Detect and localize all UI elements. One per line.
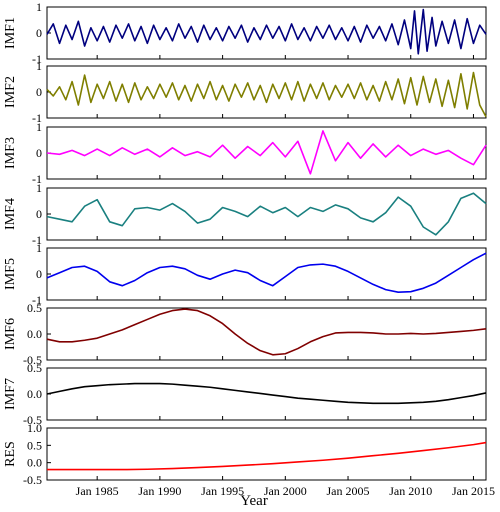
y-tick-label: 1.0 [27,421,42,435]
y-tick-label: 0 [36,85,42,99]
series-label: IMF7 [3,378,18,410]
y-tick-label: -1 [32,172,42,186]
panel-imf3: 1 0 -1 IMF3 [3,120,487,186]
panel-imf5: 1 0 -1 IMF5 [3,241,487,307]
panel-frame [46,427,487,481]
y-tick-label: 1 [36,241,42,255]
y-tick-label: 1 [36,120,42,134]
x-axis: Jan 1985 Jan 1990 Jan 1995 Jan 2000 Jan 2005… [76,484,495,498]
x-tick-label: Jan 2000 [264,484,307,498]
y-tick-label: 0.5 [27,301,42,315]
y-tick-label: 0 [36,26,42,40]
panel-imf4: 1 0 -1 IMF4 [3,181,487,247]
series-label: IMF5 [3,258,18,290]
x-tick-label: Jan 2015 [452,484,495,498]
y-tick-label: 0.0 [27,327,42,341]
y-tick-label: 0.0 [27,456,42,470]
panel-frame [46,187,487,241]
series-line-imf7 [46,382,487,405]
series-label: IMF3 [3,137,18,169]
panel-imf6: 0.5 0.0 -0.5 IMF6 [3,301,487,367]
y-tick-label: 1 [36,181,42,195]
y-tick-label: 1 [36,0,42,14]
panel-frame [46,247,487,301]
x-tick-label: Jan 1990 [138,484,181,498]
x-tick-label: Jan 1995 [201,484,244,498]
y-tick-label: -0.5 [23,413,42,427]
y-tick-label: 0.0 [27,387,42,401]
y-tick-label: 1 [36,59,42,73]
y-tick-label: 0.5 [27,438,42,452]
series-line-imf4 [46,192,487,236]
panels: 1 0 -1 IMF1 1 0 -1 IMF2 1 0 -1 IMF3 1 0 -1 IMF4 1 0 -1 IMF5… [3,0,487,487]
y-tick-label: -1 [32,233,42,247]
y-tick-label: -1 [32,111,42,125]
y-tick-label: -0.5 [23,473,42,487]
x-tick-label: Jan 2005 [327,484,370,498]
series-label: IMF1 [3,17,18,49]
y-tick-label: 0 [36,207,42,221]
series-label: IMF2 [3,76,18,108]
series-line-imf3 [46,130,487,175]
x-tick-label: Jan 2010 [389,484,432,498]
panel-imf1: 1 0 -1 IMF1 [3,0,487,66]
series-label: IMF6 [3,318,18,350]
x-tick-label: Jan 1985 [76,484,119,498]
series-line-imf6 [46,308,487,356]
panel-imf7: 0.5 0.0 -0.5 IMF7 [3,361,487,427]
series-line-imf2 [46,71,487,118]
series-line-imf1 [46,8,487,55]
panel-imf2: 1 0 -1 IMF2 [3,59,487,125]
series-label: IMF4 [3,198,18,230]
y-tick-label: -1 [32,293,42,307]
series-line-res [47,441,487,471]
series-line-imf5 [46,252,487,293]
panel-res: 1.0 0.5 0.0 -0.5 RES [3,421,487,487]
y-tick-label: -0.5 [23,353,42,367]
y-tick-label: 0 [36,267,42,281]
y-tick-label: 0 [36,146,42,160]
series-label: RES [3,441,18,467]
y-tick-label: -1 [32,52,42,66]
y-tick-label: 0.5 [27,361,42,375]
x-axis-label: Year [240,493,268,509]
